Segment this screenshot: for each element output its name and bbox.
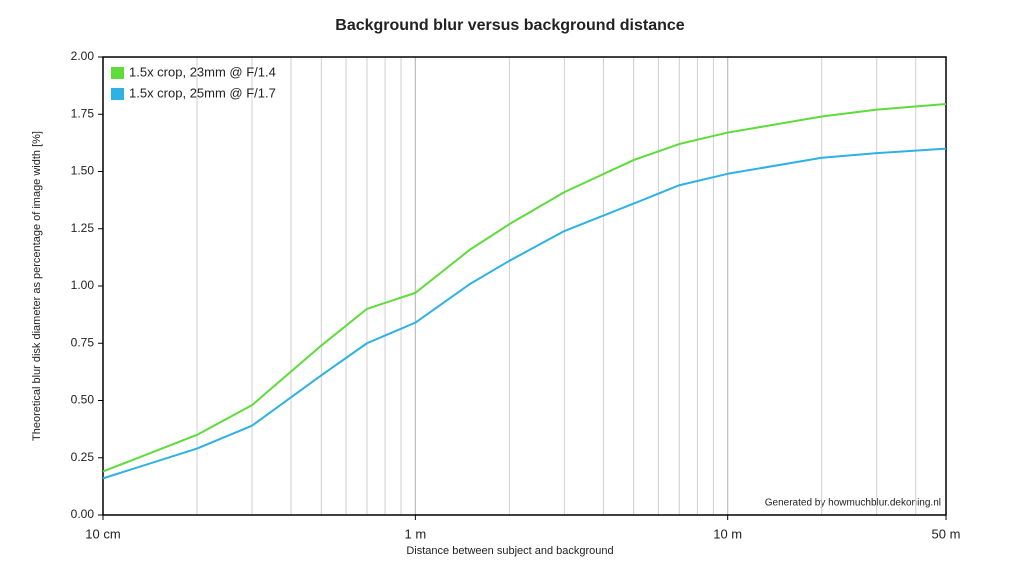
legend-label: 1.5x crop, 25mm @ F/1.7: [129, 85, 276, 100]
y-tick-label: 1.75: [71, 106, 95, 120]
y-tick-label: 0.50: [71, 393, 95, 407]
chart-title: Background blur versus background distan…: [335, 17, 685, 34]
x-axis-label: Distance between subject and background: [406, 545, 613, 557]
y-tick-label: 1.25: [71, 221, 95, 235]
y-tick-label: 0.25: [71, 450, 95, 464]
y-tick-label: 0.00: [71, 507, 95, 521]
y-axis-label: Theoretical blur disk diameter as percen…: [31, 131, 43, 441]
y-tick-label: 0.75: [71, 335, 95, 349]
y-tick-label: 1.00: [71, 278, 95, 292]
x-tick-label: 1 m: [405, 526, 427, 541]
legend-swatch: [111, 88, 124, 100]
y-tick-label: 2.00: [71, 49, 95, 63]
x-tick-label: 10 m: [713, 526, 742, 541]
line-series: [102, 102, 947, 473]
x-tick-label: 50 m: [932, 526, 961, 541]
y-tick-label: 1.50: [71, 164, 95, 178]
plot-frame: [102, 56, 947, 516]
annotation: Generated by howmuchblur.dekoning.nl: [765, 498, 941, 509]
line-series: [102, 147, 947, 480]
legend-label: 1.5x crop, 23mm @ F/1.4: [129, 64, 276, 79]
legend-swatch: [111, 67, 124, 79]
x-tick-label: 10 cm: [85, 526, 120, 541]
